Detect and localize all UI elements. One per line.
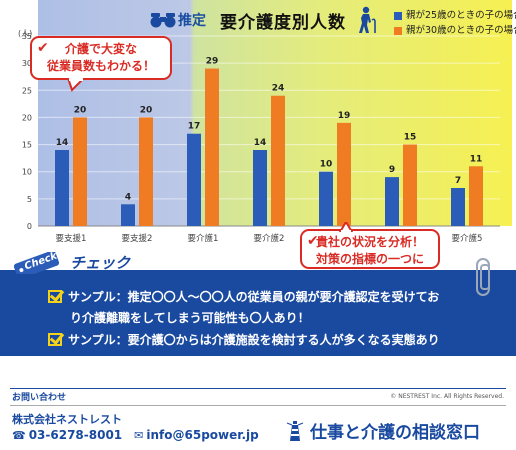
callout-employee-count: ✔ 介護で大変な 従業員数もわかる！: [30, 36, 172, 80]
bar-1-1: [55, 150, 69, 226]
bar-2-2: [139, 117, 153, 226]
brand-logo: 仕事と介護の相談窓口: [286, 418, 480, 443]
callout-line-1: 介護で大変な: [64, 42, 137, 56]
check-item-1-continued: り介護離職をしてしまう可能性も〇人あり！: [70, 309, 310, 326]
paperclip-icon: [476, 258, 490, 296]
legend-item-series-1: 親が25歳のときの子の場合: [394, 8, 516, 23]
bar-1-3: [187, 133, 201, 226]
legend-swatch-series-1: [394, 11, 402, 20]
chart-area: 0 5 10 15 20 25 30 35 (人) 14 20 要支援1 4 20 要支援2 17 29 要介護1…: [18, 0, 516, 244]
estimate-label: 推定: [178, 13, 206, 29]
bar-1-6: [385, 177, 399, 226]
phone-icon: ☎: [12, 428, 26, 442]
data-label: 7: [455, 176, 461, 186]
bar-1-5: [319, 171, 333, 226]
data-label: 14: [254, 138, 267, 148]
data-label: 15: [404, 133, 417, 143]
y-tick-label: 25: [22, 86, 32, 95]
legend-item-series-2: 親が30歳のときの子の場合: [394, 23, 516, 38]
callout-analysis: ✔ 貴社の状況を分析！ 対策の指標の一つに: [300, 229, 440, 269]
data-label: 4: [125, 192, 131, 202]
x-tick-label: 要介護5: [452, 233, 483, 244]
check-item-2: サンプル：要介護〇からは介護施設を検討する人が多くなる実態あり: [48, 331, 440, 348]
data-label: 17: [188, 122, 201, 132]
y-tick-label: 20: [22, 113, 32, 122]
company-name: 株式会社ネストレスト: [12, 413, 122, 426]
bar-2-4: [271, 95, 285, 226]
x-tick-label: 要支援2: [122, 233, 153, 244]
inquiry-label: お問い合わせ: [12, 393, 67, 403]
y-tick-label: 5: [27, 195, 32, 204]
check-panel: [0, 270, 516, 356]
callout-tail: [338, 222, 354, 232]
y-tick-label: 35: [22, 32, 32, 41]
chart-legend: 親が25歳のときの子の場合 親が30歳のときの子の場合: [394, 8, 516, 38]
binoculars-icon: [150, 13, 176, 28]
callout-line-2: 従業員数もわかる！: [46, 59, 155, 73]
bar-1-7: [451, 188, 465, 226]
data-label: 29: [206, 57, 219, 67]
data-label: 10: [320, 160, 333, 170]
check-heading: チェック: [70, 254, 131, 272]
bar-2-1: [73, 117, 87, 226]
y-tick-label: 10: [22, 168, 32, 177]
y-tick-label: 0: [27, 222, 32, 231]
y-axis-label: (人): [18, 29, 32, 38]
bar-1-2: [121, 204, 135, 226]
check-item-1: サンプル：推定〇〇人～〇〇人の従業員の親が要介護認定を受けてお: [48, 288, 439, 305]
check-item-1-text-cont: り介護離職をしてしまう可能性も〇人あり！: [70, 311, 310, 325]
x-tick-label: 要支援1: [56, 233, 87, 244]
data-label: 11: [470, 154, 483, 164]
bar-2-6: [403, 144, 417, 226]
phone-number[interactable]: 03-6278-8001: [28, 428, 123, 442]
chart-title: 要介護度別人数: [220, 12, 346, 33]
callout-line-1: 貴社の状況を分析！: [315, 235, 424, 249]
chart-title-row: 推定 要介護度別人数: [150, 6, 380, 34]
bar-1-4: [253, 150, 267, 226]
lighthouse-icon: [286, 420, 304, 441]
y-tick-label: 15: [22, 141, 32, 150]
brand-name: 仕事と介護の相談窓口: [310, 423, 480, 443]
footer-divider: [10, 388, 506, 389]
callout-tail: [66, 78, 86, 92]
check-tag-icon: [13, 252, 60, 274]
email-link[interactable]: info@65power.jp: [146, 428, 259, 442]
checkbox-checked-icon: [48, 290, 62, 303]
check-item-2-text: サンプル：要介護〇からは介護施設を検討する人が多くなる実態あり: [68, 333, 440, 347]
data-label: 24: [272, 84, 285, 94]
bar-2-3: [205, 68, 219, 226]
contact-row: ☎ 03-6278-8001 ✉ info@65power.jp: [12, 428, 259, 442]
bar-2-7: [469, 166, 483, 226]
data-label: 14: [56, 138, 69, 148]
footer-divider-thin: [10, 405, 506, 406]
data-label: 20: [140, 105, 153, 115]
y-tick-label: 30: [22, 59, 32, 68]
data-label: 9: [389, 165, 395, 175]
elderly-person-icon: [359, 6, 376, 33]
legend-label-series-2: 親が30歳のときの子の場合: [406, 25, 516, 36]
x-tick-label: 要介護2: [254, 233, 285, 244]
callout-line-2: 対策の指標の一つに: [315, 252, 424, 266]
data-label: 19: [338, 111, 351, 121]
x-tick-label: 要介護1: [188, 233, 219, 244]
red-check-icon: ✔: [307, 233, 319, 249]
mail-icon: ✉: [134, 428, 144, 442]
check-item-1-text: サンプル：推定〇〇人～〇〇人の従業員の親が要介護認定を受けてお: [68, 290, 440, 304]
red-check-icon: ✔: [37, 40, 49, 56]
data-label: 20: [74, 105, 87, 115]
bar-2-5: [337, 122, 351, 226]
legend-label-series-1: 親が25歳のときの子の場合: [406, 10, 516, 21]
legend-swatch-series-2: [394, 26, 402, 35]
copyright-text: © NESTREST Inc. All Rights Reserved.: [390, 393, 504, 400]
checkbox-checked-icon: [48, 333, 62, 346]
